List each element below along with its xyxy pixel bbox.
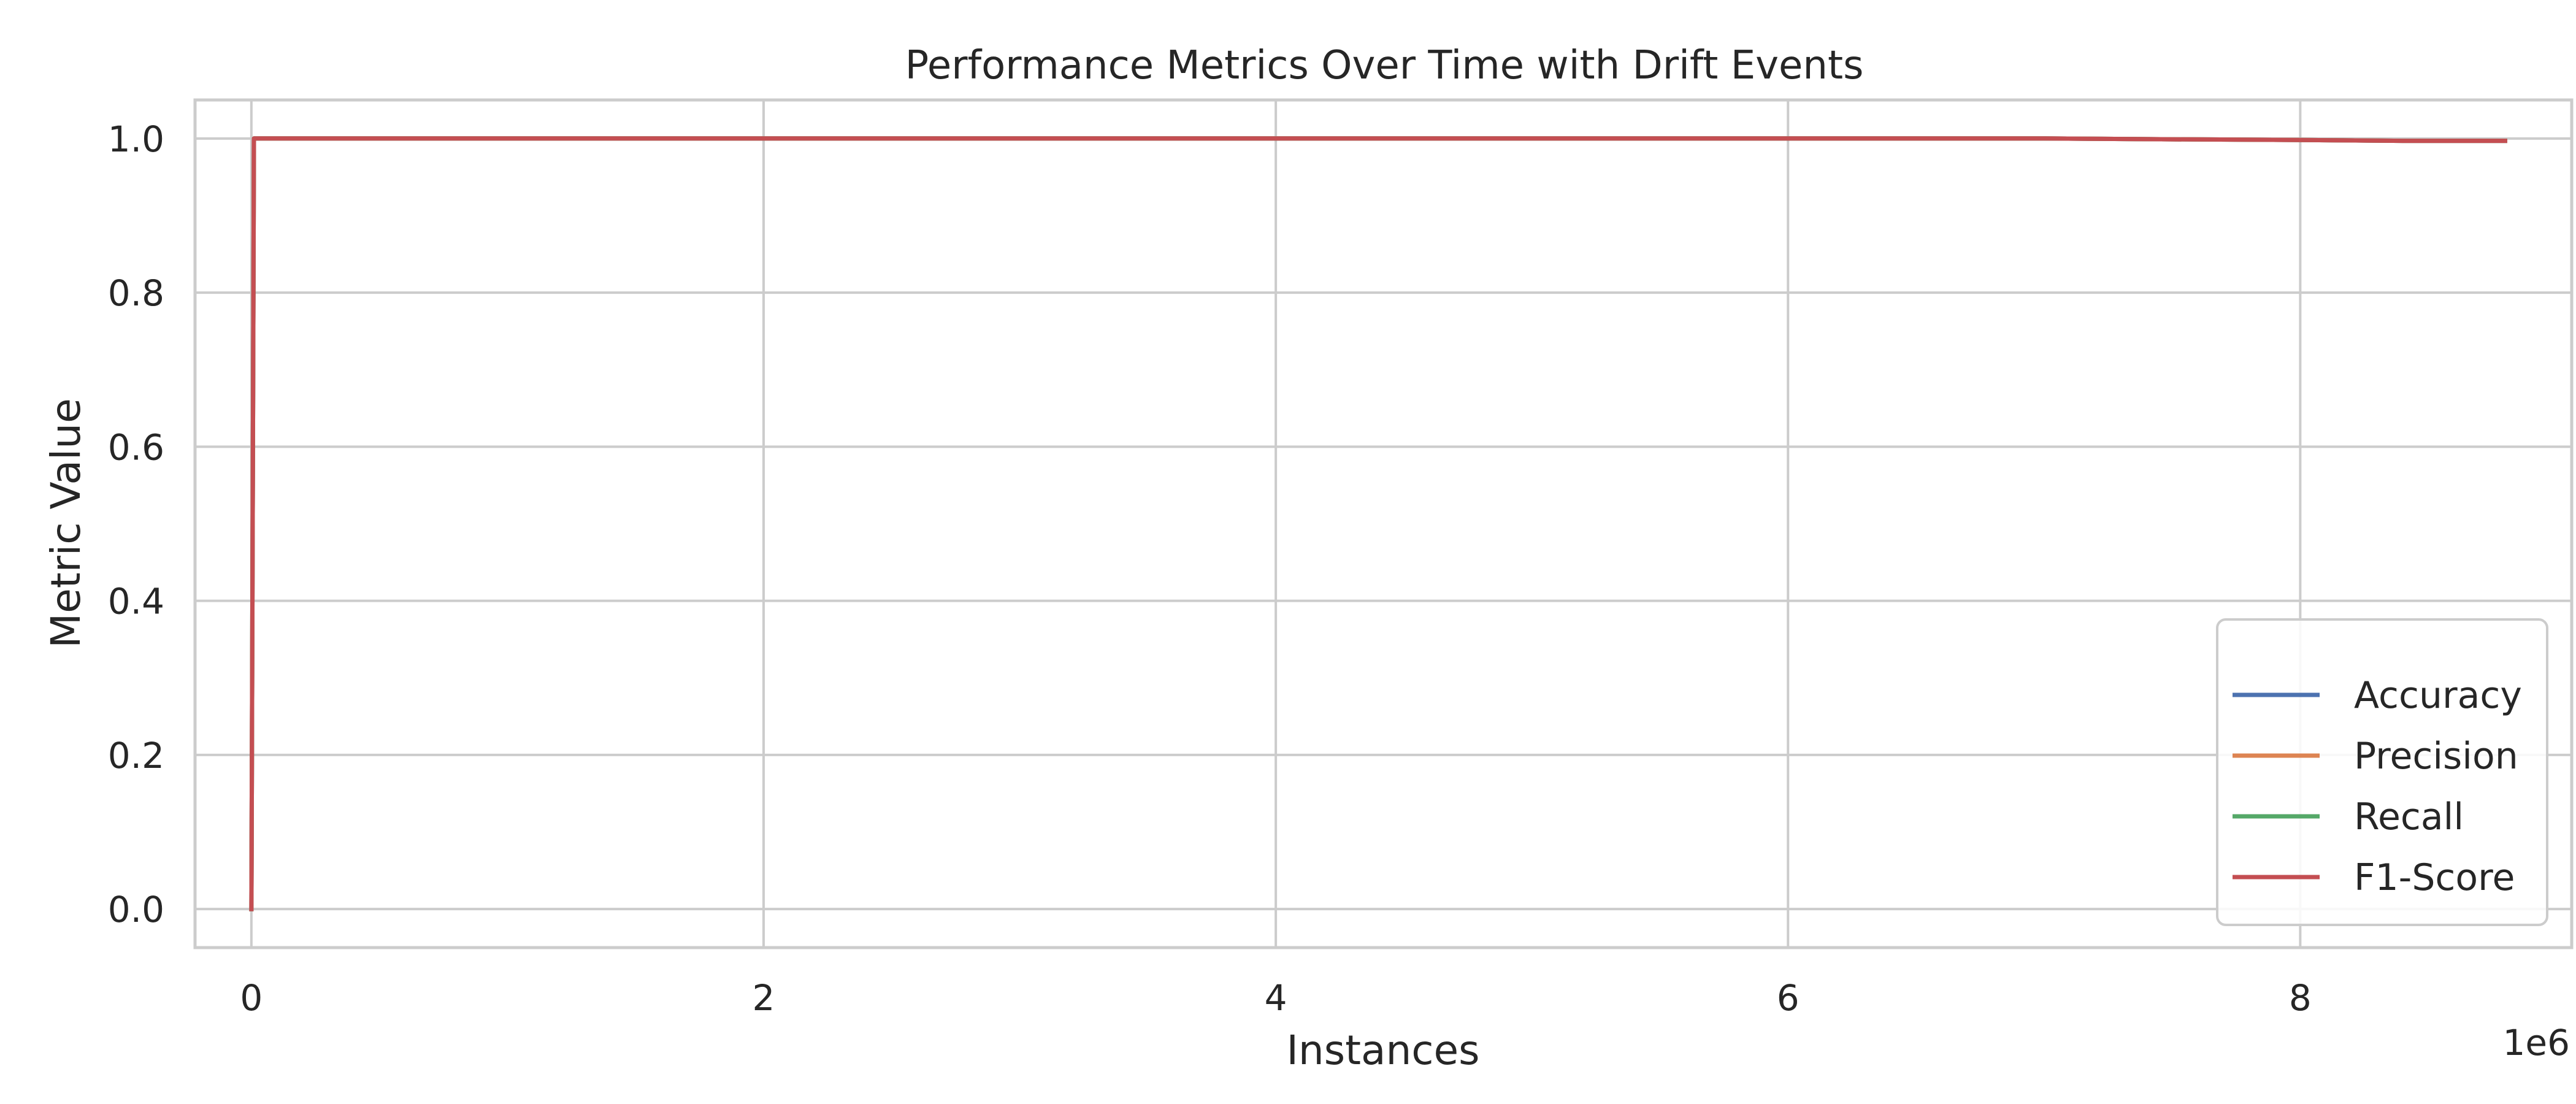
- legend: Accuracy Precision Recall F1-Score: [2216, 618, 2548, 926]
- x-tick-label: 6: [1777, 977, 1800, 1019]
- legend-items: Accuracy Precision Recall F1-Score: [2233, 674, 2522, 899]
- series-line-f1-score: [249, 136, 2507, 911]
- y-axis-label: Metric Value: [42, 398, 90, 648]
- x-tick-label: 4: [1265, 977, 1287, 1019]
- x-tick-label: 0: [240, 977, 263, 1019]
- legend-label-f1-score: F1-Score: [2354, 856, 2515, 899]
- plot-area: [193, 98, 2574, 949]
- legend-label-accuracy: Accuracy: [2354, 674, 2522, 717]
- plot-background: [195, 100, 2572, 948]
- y-tick-label: 0.4: [108, 581, 164, 623]
- x-axis-offset-label: 1e6: [2503, 1022, 2570, 1064]
- chart-title: Performance Metrics Over Time with Drift…: [905, 43, 1864, 88]
- legend-label-precision: Precision: [2354, 735, 2518, 778]
- y-tick-label: 0.8: [108, 272, 164, 314]
- y-axis-ticks: 0.0 0.2 0.4 0.6 0.8 1.0: [108, 118, 164, 930]
- y-tick-label: 0.6: [108, 426, 164, 468]
- x-axis-ticks: 0 2 4 6 8: [240, 977, 2311, 1019]
- y-tick-label: 1.0: [108, 118, 164, 160]
- plot-frame: [193, 98, 2574, 949]
- x-tick-label: 8: [2289, 977, 2312, 1019]
- y-tick-label: 0.2: [108, 735, 164, 776]
- x-axis-label: Instances: [1286, 1027, 1479, 1074]
- y-tick-label: 0.0: [108, 889, 164, 930]
- x-tick-label: 2: [753, 977, 775, 1019]
- series-lines: [249, 136, 2507, 911]
- legend-label-recall: Recall: [2354, 795, 2464, 838]
